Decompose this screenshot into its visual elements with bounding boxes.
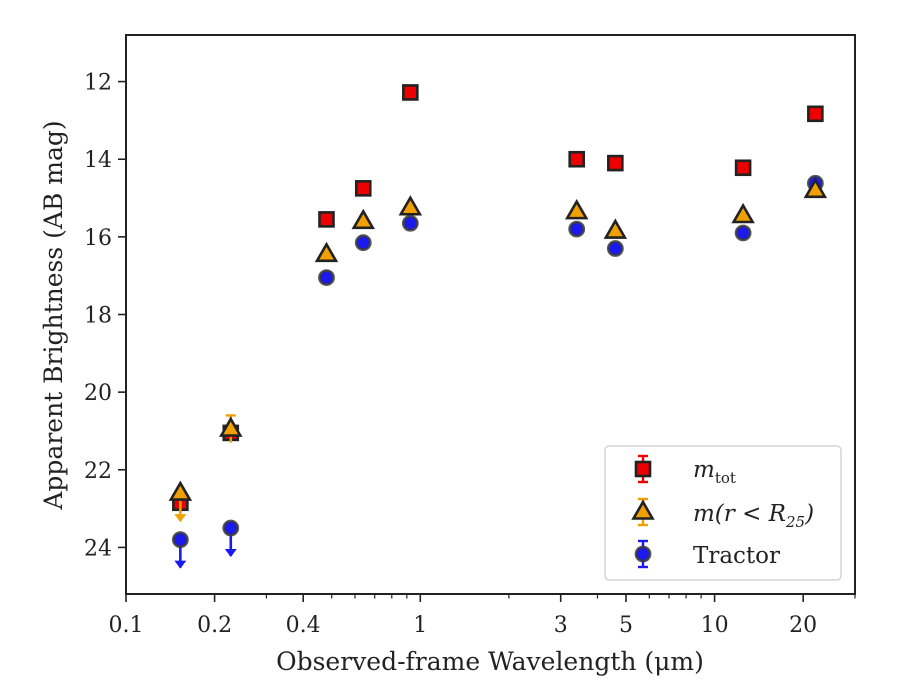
- legend: mtot m(r < R25) Tractor: [604, 445, 842, 581]
- y-tick-label: 22: [84, 459, 112, 484]
- legend-marker-triangle: [631, 499, 655, 520]
- point-circle-5: [568, 220, 586, 238]
- point-circle-1: [222, 519, 240, 537]
- x-tick-label: 0.1: [109, 613, 144, 638]
- upper-limit-head: [224, 549, 237, 558]
- point-circle-7: [734, 224, 752, 242]
- point-triangle-8: [803, 177, 828, 199]
- legend-marker-square: [634, 460, 652, 478]
- legend-markers: [631, 454, 655, 569]
- x-tick-label: 10: [701, 613, 729, 638]
- point-square-3: [354, 180, 372, 197]
- point-circle-3: [354, 234, 372, 252]
- axis-ticks: 0.1 0.2 0.4 1 3 5 10 20 12 14 16 18 20 22 24: [84, 71, 856, 638]
- point-square-6: [607, 154, 624, 172]
- point-circle-2: [318, 269, 335, 287]
- legend-entry-m-tot: mtot: [693, 457, 736, 487]
- plot-frame: [125, 34, 856, 595]
- point-square-2: [318, 211, 335, 228]
- y-tick-label: 24: [84, 536, 112, 561]
- y-tick-label: 16: [84, 226, 112, 251]
- point-circle-6: [606, 240, 624, 257]
- point-square-7: [734, 159, 752, 177]
- point-triangle-4: [398, 195, 423, 216]
- point-triangle-0: [168, 480, 193, 501]
- upper-limit-head: [174, 514, 187, 523]
- y-tick-label: 14: [84, 148, 112, 173]
- legend-entry-m-r25: m(r < R25): [693, 501, 814, 531]
- y-axis-label: Apparent Brightness (AB mag): [39, 120, 68, 510]
- x-tick-label: 3: [554, 613, 568, 638]
- point-square-8: [807, 105, 824, 123]
- x-tick-label: 0.2: [197, 613, 232, 638]
- point-square-5: [568, 150, 586, 168]
- x-tick-label: 1: [413, 613, 427, 638]
- point-square-4: [402, 84, 419, 101]
- point-triangle-2: [314, 241, 339, 263]
- point-triangle-1: [219, 416, 243, 437]
- legend-entry-tractor: Tractor: [693, 543, 780, 569]
- point-circle-0: [171, 531, 189, 549]
- point-triangle-7: [731, 202, 755, 224]
- x-tick-label: 0.4: [286, 613, 321, 638]
- x-tick-label: 5: [619, 613, 633, 638]
- x-axis-label: Observed-frame Wavelength (μm): [276, 647, 704, 676]
- upper-limit-head: [174, 560, 187, 569]
- y-tick-label: 18: [84, 304, 112, 329]
- data-points: [168, 84, 828, 569]
- point-triangle-3: [351, 208, 376, 230]
- y-tick-label: 12: [84, 71, 112, 96]
- x-tick-label: 20: [789, 613, 817, 638]
- point-circle-4: [401, 214, 419, 232]
- legend-marker-circle: [634, 545, 652, 563]
- legend-box: [604, 445, 842, 581]
- y-tick-label: 20: [84, 381, 112, 406]
- point-triangle-5: [564, 199, 589, 220]
- point-triangle-6: [603, 218, 628, 239]
